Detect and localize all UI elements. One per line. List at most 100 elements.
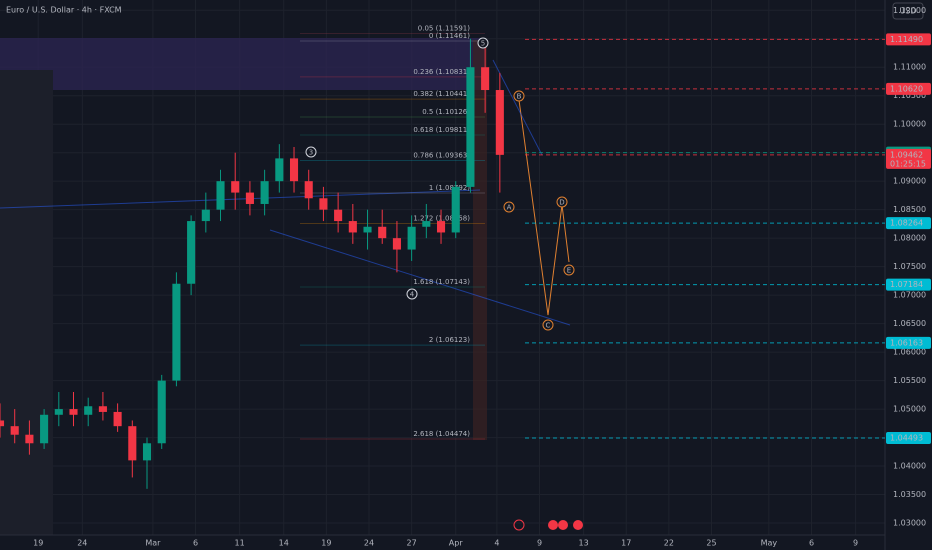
- x-tick-label: 19: [33, 539, 43, 548]
- trend-line: [492, 59, 543, 156]
- candle-body: [231, 181, 240, 193]
- x-tick-label: 24: [77, 539, 87, 548]
- y-tick-label: 1.06500: [893, 319, 926, 328]
- candle-body: [260, 181, 269, 204]
- fib-label: 2 (1.06123): [429, 336, 470, 344]
- y-tick-label: 1.08000: [893, 234, 926, 243]
- y-tick-label: 1.09000: [893, 177, 926, 186]
- fib-label: 0.618 (1.09811): [413, 126, 470, 134]
- candle-body: [245, 192, 254, 204]
- x-tick-label: 11: [235, 539, 245, 548]
- candle-body: [128, 426, 137, 461]
- candle-body: [363, 226, 372, 233]
- y-tick-label: 1.08500: [893, 205, 926, 214]
- price-tag-label: 1.11490: [890, 35, 923, 44]
- wave-marker: [542, 319, 554, 331]
- candle-body: [422, 221, 431, 227]
- x-tick-label: 6: [809, 539, 814, 548]
- y-tick-label: 1.06000: [893, 348, 926, 357]
- fib-label: 0 (1.11461): [429, 32, 470, 40]
- price-tag: [886, 148, 931, 169]
- candle-body: [436, 221, 446, 233]
- fib-label: 1.618 (1.07143): [413, 278, 470, 286]
- x-tick-label: 4: [494, 539, 499, 548]
- candle-body: [84, 406, 93, 415]
- price-tag: [886, 82, 931, 95]
- x-tick-label: 22: [664, 539, 674, 548]
- candle-body: [157, 380, 166, 444]
- wave-marker: [513, 90, 525, 102]
- wave-label: 5: [481, 40, 485, 48]
- price-tag-label: 1.08264: [890, 219, 923, 228]
- candle-body: [392, 238, 401, 250]
- fib-label: 0.5 (1.10126): [422, 108, 470, 116]
- y-tick-label: 1.07500: [893, 262, 926, 271]
- candle-body: [304, 181, 313, 199]
- candle-body: [10, 426, 19, 435]
- event-icon[interactable]: [558, 520, 568, 530]
- event-icon[interactable]: [548, 520, 558, 530]
- event-icon[interactable]: [513, 519, 525, 531]
- event-icon[interactable]: [573, 520, 583, 530]
- trend-line: [269, 229, 571, 326]
- candle-body: [216, 181, 225, 210]
- countdown: 01:25:15: [890, 159, 926, 168]
- y-tick-label: 1.07000: [893, 291, 926, 300]
- candle-body: [98, 406, 107, 412]
- x-tick-label: 27: [407, 539, 417, 548]
- candle-body: [451, 186, 460, 233]
- zone: [0, 38, 485, 90]
- y-tick-label: 1.10000: [893, 120, 926, 129]
- candle-body: [113, 411, 122, 427]
- candle-body: [495, 90, 504, 155]
- candle-body: [25, 434, 34, 444]
- candle-body: [142, 443, 152, 461]
- price-tag-label: 1.04493: [890, 433, 923, 442]
- wave-marker: [563, 264, 575, 276]
- candle-body: [187, 221, 196, 284]
- wave-marker: [406, 288, 418, 300]
- fib-label: 2.618 (1.04474): [413, 430, 470, 438]
- y-tick-label: 1.11000: [893, 63, 926, 72]
- wave-label: D: [559, 199, 564, 207]
- currency-label[interactable]: USD: [899, 7, 916, 16]
- y-tick-label: 1.05000: [893, 405, 926, 414]
- wave-label: 4: [410, 291, 415, 299]
- y-tick-label: 1.12000: [893, 6, 926, 15]
- x-tick-label: 14: [279, 539, 289, 548]
- wave-marker: [556, 196, 568, 208]
- candle-body: [334, 209, 343, 222]
- fib-label: 0.05 (1.11591): [418, 25, 470, 33]
- wave-marker: [305, 146, 317, 158]
- y-tick-label: 1.05500: [893, 376, 926, 385]
- candle-body: [466, 67, 475, 187]
- x-tick-label: 17: [621, 539, 631, 548]
- candle-body: [275, 158, 284, 182]
- zone: [473, 40, 487, 440]
- y-tick-label: 1.03500: [893, 490, 926, 499]
- candle-body: [348, 221, 357, 233]
- price-tag: [886, 431, 931, 444]
- x-tick-label: 13: [579, 539, 589, 548]
- zone: [0, 70, 53, 535]
- wave-marker: [477, 37, 489, 49]
- price-tag-label: 1.10620: [890, 84, 923, 93]
- candle-body: [319, 198, 328, 210]
- fib-label: 1 (1.08792): [429, 184, 470, 192]
- candle-body: [289, 158, 299, 182]
- trend-line: [0, 189, 481, 209]
- candle-body: [481, 67, 490, 91]
- x-tick-label: Mar: [145, 539, 161, 548]
- price-tag-label: 1.09462: [890, 150, 923, 159]
- wave-label: 3: [309, 149, 313, 157]
- candle-body: [40, 414, 49, 444]
- currency-button[interactable]: [892, 2, 924, 20]
- wave-projection: [518, 99, 570, 316]
- candle-body: [407, 226, 416, 250]
- wave-marker: [503, 201, 515, 213]
- x-tick-label: Apr: [449, 539, 464, 548]
- fib-label: 1.272 (1.08258): [413, 214, 470, 222]
- x-tick-label: 24: [364, 539, 374, 548]
- price-tag: [886, 278, 931, 291]
